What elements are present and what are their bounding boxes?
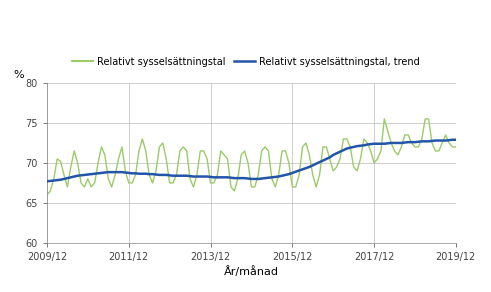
Legend: Relativt sysselsättningstal, Relativt sysselsättningstal, trend: Relativt sysselsättningstal, Relativt sy… — [68, 53, 424, 70]
Y-axis label: %: % — [13, 70, 24, 80]
X-axis label: År/månad: År/månad — [224, 266, 279, 277]
